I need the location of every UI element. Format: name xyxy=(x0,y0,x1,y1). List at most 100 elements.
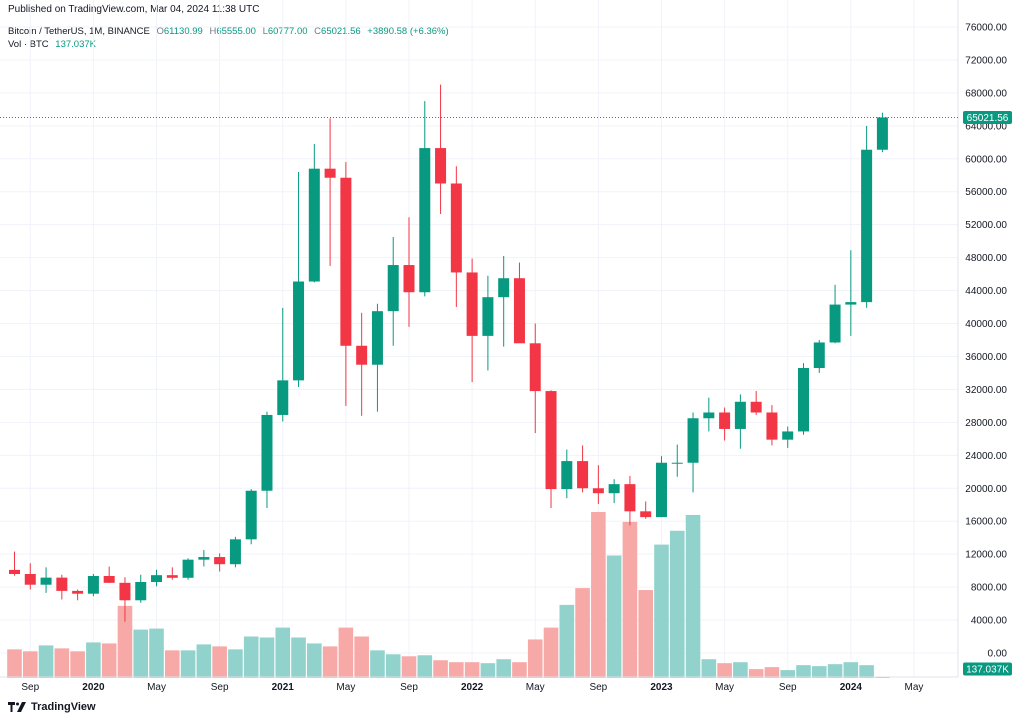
candle xyxy=(513,262,525,344)
candle-body xyxy=(198,557,210,560)
volume-bar xyxy=(527,639,543,678)
volume-bar xyxy=(669,530,685,678)
time-tick-label: 2022 xyxy=(461,682,484,693)
low-value: 60777.00 xyxy=(267,26,308,37)
candle xyxy=(214,553,226,572)
candle xyxy=(687,412,699,493)
last-volume-marker xyxy=(963,662,1012,676)
price-tick-label: 36000.00 xyxy=(965,352,1007,363)
price-tick-label: 48000.00 xyxy=(965,253,1007,264)
volume-bar xyxy=(291,637,306,678)
candle xyxy=(861,125,873,308)
candle-body xyxy=(293,281,305,381)
candle-body xyxy=(151,575,163,582)
candle xyxy=(813,340,825,373)
volume-bar xyxy=(638,590,653,678)
candle-body xyxy=(308,168,320,282)
candle-body xyxy=(24,574,36,585)
candle-body xyxy=(135,581,147,601)
candles xyxy=(9,84,888,622)
candle-body xyxy=(561,461,573,490)
candle xyxy=(166,567,178,580)
time-tick-label: May xyxy=(905,682,924,693)
candle-body xyxy=(671,462,683,464)
candle-body xyxy=(498,278,510,298)
volume-bar xyxy=(86,642,101,678)
volume-bar xyxy=(212,646,227,678)
price-axis[interactable]: 76000.00 72000.00 68000.00 64000.00 60000.00… xyxy=(965,23,1007,660)
candle-body xyxy=(419,148,431,293)
candle-body xyxy=(450,183,462,273)
price-tick-label: 56000.00 xyxy=(965,187,1007,198)
candle xyxy=(356,312,368,416)
candle-body xyxy=(214,557,226,565)
candle xyxy=(845,250,857,336)
candle xyxy=(734,394,746,449)
volume-bar xyxy=(54,648,70,678)
candle xyxy=(245,489,257,545)
candle-body xyxy=(103,575,115,583)
volume-bar xyxy=(22,651,38,678)
candle-body xyxy=(435,148,447,184)
candle-body xyxy=(529,343,541,392)
volume-bar xyxy=(780,670,796,678)
candle-body xyxy=(466,272,478,336)
candle xyxy=(419,101,431,297)
time-tick-label: May xyxy=(336,682,355,693)
volume-bar xyxy=(464,662,480,678)
volume-bar xyxy=(575,588,590,678)
candle-body xyxy=(182,559,194,578)
time-tick-label: 2020 xyxy=(82,682,105,693)
footer-brand: TradingView xyxy=(8,701,96,713)
time-tick-label: May xyxy=(526,682,545,693)
candle xyxy=(24,563,36,590)
price-tick-label: 68000.00 xyxy=(965,88,1007,99)
candle xyxy=(56,574,68,600)
candle-body xyxy=(9,569,20,575)
candle xyxy=(229,536,241,568)
candle xyxy=(782,426,794,448)
volume-bar xyxy=(370,650,385,678)
candle xyxy=(466,258,478,383)
volume-bar xyxy=(275,627,291,678)
candle xyxy=(498,255,510,347)
candle-body xyxy=(608,484,620,494)
chart-legend: Bitcoin / TetherUS, 1M, BINANCE O61130.9… xyxy=(8,26,449,37)
open-label: O xyxy=(156,26,164,37)
time-tick-label: 2024 xyxy=(840,682,863,693)
price-tick-label: 20000.00 xyxy=(965,484,1007,495)
candle xyxy=(608,479,620,504)
candle-body xyxy=(324,168,336,178)
volume-bar xyxy=(38,645,54,678)
volume-bar xyxy=(748,669,764,678)
candle-body xyxy=(813,342,825,369)
price-tick-label: 8000.00 xyxy=(971,583,1008,594)
candle-body xyxy=(56,577,68,591)
candle xyxy=(876,112,888,153)
high-label: H xyxy=(209,26,217,37)
candle xyxy=(719,407,731,441)
price-tick-label: 76000.00 xyxy=(965,23,1007,34)
candle-body xyxy=(277,380,289,415)
candle xyxy=(371,303,383,412)
volume-bar xyxy=(512,662,527,678)
time-tick-label: May xyxy=(147,682,166,693)
price-tick-label: 28000.00 xyxy=(965,418,1007,429)
candle xyxy=(135,574,147,603)
price-tick-label: 32000.00 xyxy=(965,385,1007,396)
time-axis[interactable]: Sep 2020 May Sep 2021 May Sep 2022 May Sep 2023 May… xyxy=(21,682,923,693)
candle xyxy=(450,166,462,308)
candle xyxy=(340,162,352,406)
price-tick-label: 4000.00 xyxy=(971,616,1008,627)
volume-bar xyxy=(180,650,196,678)
candle-body xyxy=(876,117,888,150)
volume-bar xyxy=(685,514,701,678)
candle-body xyxy=(245,490,257,540)
volume-bar xyxy=(133,629,149,678)
price-tick-label: 16000.00 xyxy=(965,517,1007,528)
candle-body xyxy=(640,511,652,518)
volume-bar xyxy=(417,655,433,678)
volume-bar xyxy=(101,643,117,678)
volume-bar xyxy=(228,649,243,678)
